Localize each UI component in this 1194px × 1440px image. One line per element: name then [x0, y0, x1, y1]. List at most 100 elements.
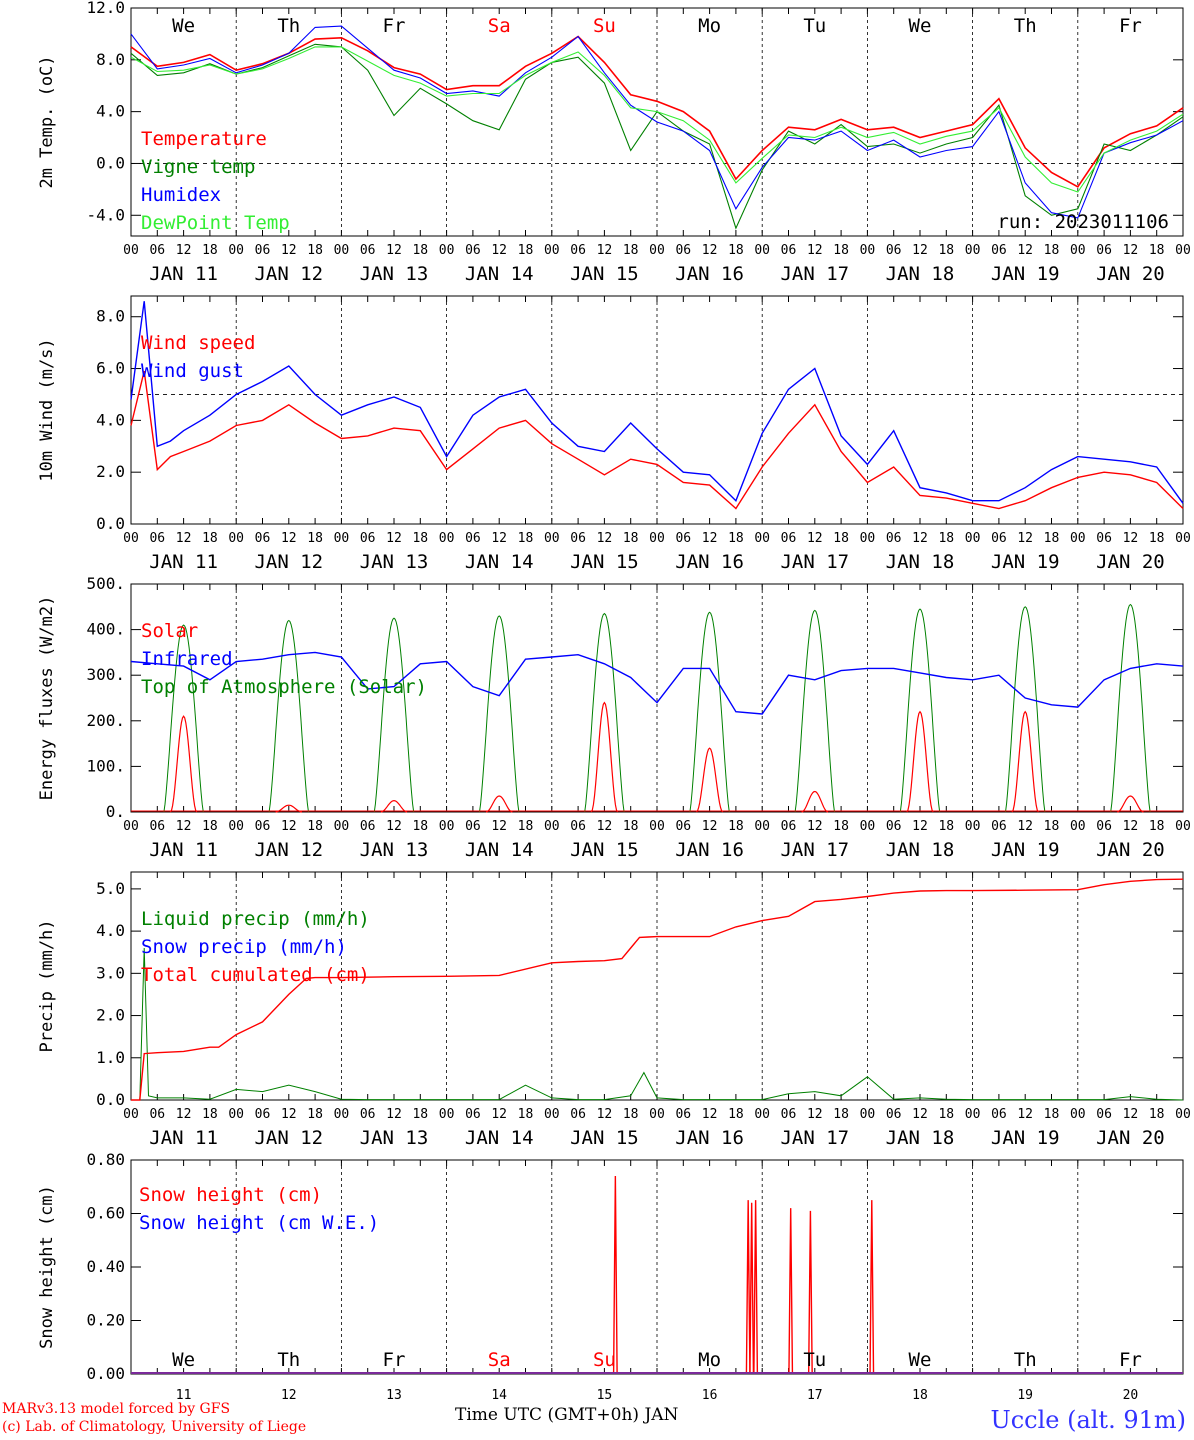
hour-label: 00	[649, 1107, 665, 1122]
hour-label: 06	[255, 819, 271, 834]
hour-label: 18	[518, 243, 534, 258]
day-number: 11	[176, 1388, 192, 1403]
solar-curve	[380, 799, 408, 813]
toa-solar-curve	[163, 624, 204, 813]
cumulated-precip-line	[131, 878, 1184, 1101]
hour-label: 18	[728, 1107, 744, 1122]
day-name: Mo	[698, 1349, 721, 1371]
hour-label: 12	[1017, 819, 1033, 834]
toa-solar-curve	[689, 611, 730, 813]
hour-label: 12	[491, 531, 507, 546]
series-line	[130, 25, 1184, 219]
series-line	[130, 370, 1184, 510]
hour-label: 18	[1044, 819, 1060, 834]
day-name: We	[909, 15, 932, 37]
toa-solar-curve	[1110, 603, 1151, 813]
date-label: JAN 12	[254, 263, 323, 285]
hour-label: 06	[570, 1107, 586, 1122]
hour-label: 06	[675, 243, 691, 258]
y-axis-title: Energy fluxes (W/m2)	[37, 596, 57, 801]
hour-label: 06	[255, 1107, 271, 1122]
hour-label: 06	[886, 243, 902, 258]
day-number: 13	[386, 1388, 402, 1403]
day-number: 14	[491, 1388, 507, 1403]
hour-label: 12	[1123, 1107, 1139, 1122]
y-tick-label: 6.0	[96, 359, 125, 378]
hour-label: 06	[675, 1107, 691, 1122]
date-label: JAN 13	[360, 839, 429, 861]
hour-label: 06	[570, 531, 586, 546]
hour-label: 06	[991, 531, 1007, 546]
hour-label: 00	[1175, 819, 1191, 834]
solar-curve	[169, 715, 198, 813]
hour-label: 12	[912, 531, 928, 546]
hour-label: 00	[123, 243, 139, 258]
y-tick-label: 5.0	[96, 879, 125, 898]
hour-label: 00	[123, 531, 139, 546]
solar-curve	[906, 710, 934, 813]
hour-label: 18	[728, 243, 744, 258]
y-tick-label: 8.0	[96, 50, 125, 69]
date-label: JAN 13	[360, 263, 429, 285]
day-number: 16	[702, 1388, 718, 1403]
hour-label: 06	[886, 1107, 902, 1122]
date-label: JAN 15	[570, 551, 639, 573]
legend-entry: Vigne temp	[141, 156, 255, 178]
day-name: Tu	[803, 1349, 826, 1371]
day-name: We	[909, 1349, 932, 1371]
hour-label: 00	[860, 819, 876, 834]
hour-label: 18	[938, 531, 954, 546]
hour-label: 18	[728, 819, 744, 834]
y-axis-title: 2m Temp. (oC)	[37, 55, 57, 188]
date-label: JAN 18	[886, 839, 955, 861]
hour-label: 00	[228, 243, 244, 258]
hour-label: 12	[491, 243, 507, 258]
hour-label: 18	[1044, 1107, 1060, 1122]
y-tick-label: 2.0	[96, 462, 125, 481]
hour-label: 00	[754, 243, 770, 258]
hour-label: 18	[623, 531, 639, 546]
toa-solar-curve	[479, 615, 520, 813]
hour-label: 00	[1175, 1107, 1191, 1122]
date-label: JAN 18	[886, 1127, 955, 1149]
solar-curve	[590, 701, 619, 813]
date-label: JAN 18	[886, 263, 955, 285]
hour-label: 06	[675, 531, 691, 546]
hour-label: 18	[833, 531, 849, 546]
date-label: JAN 11	[149, 1127, 218, 1149]
hour-label: 12	[597, 819, 613, 834]
hour-label: 12	[807, 243, 823, 258]
hour-label: 00	[1175, 531, 1191, 546]
hour-label: 18	[623, 819, 639, 834]
hour-label: 00	[228, 531, 244, 546]
y-axis-title: Precip (mm/h)	[37, 919, 57, 1052]
day-name: Th	[1014, 15, 1037, 37]
y-tick-label: 4.0	[96, 410, 125, 429]
hour-label: 00	[544, 531, 560, 546]
hour-label: 12	[386, 1107, 402, 1122]
hour-label: 00	[754, 819, 770, 834]
x-axis-labels: 00 06 12 18 JAN 11 00 06 12 18 JAN 12 00 06 12 18 JAN …	[123, 531, 1191, 573]
solar-curve	[1117, 795, 1144, 813]
hour-label: 12	[386, 819, 402, 834]
legend-entry: Infrared	[141, 648, 233, 670]
hour-label: 06	[1096, 243, 1112, 258]
date-label: JAN 14	[465, 1127, 534, 1149]
hour-label: 06	[781, 819, 797, 834]
hour-label: 06	[570, 819, 586, 834]
x-axis-labels: 00 06 12 18 JAN 11 00 06 12 18 JAN 12 00 06 12 18 JAN …	[123, 243, 1191, 285]
solar-curve	[275, 804, 302, 813]
hour-label: 06	[781, 243, 797, 258]
hour-label: 18	[623, 243, 639, 258]
hour-label: 06	[465, 531, 481, 546]
hour-label: 12	[281, 243, 297, 258]
y-tick-label: 8.0	[96, 307, 125, 326]
station-label: Uccle (alt. 91m)	[990, 1406, 1186, 1434]
hour-label: 12	[386, 243, 402, 258]
hour-label: 00	[334, 819, 350, 834]
hour-label: 18	[518, 1107, 534, 1122]
hour-label: 12	[1017, 531, 1033, 546]
hour-label: 18	[307, 531, 323, 546]
y-tick-label: 200.	[86, 711, 125, 730]
legend-entry: Snow height (cm)	[139, 1184, 322, 1206]
